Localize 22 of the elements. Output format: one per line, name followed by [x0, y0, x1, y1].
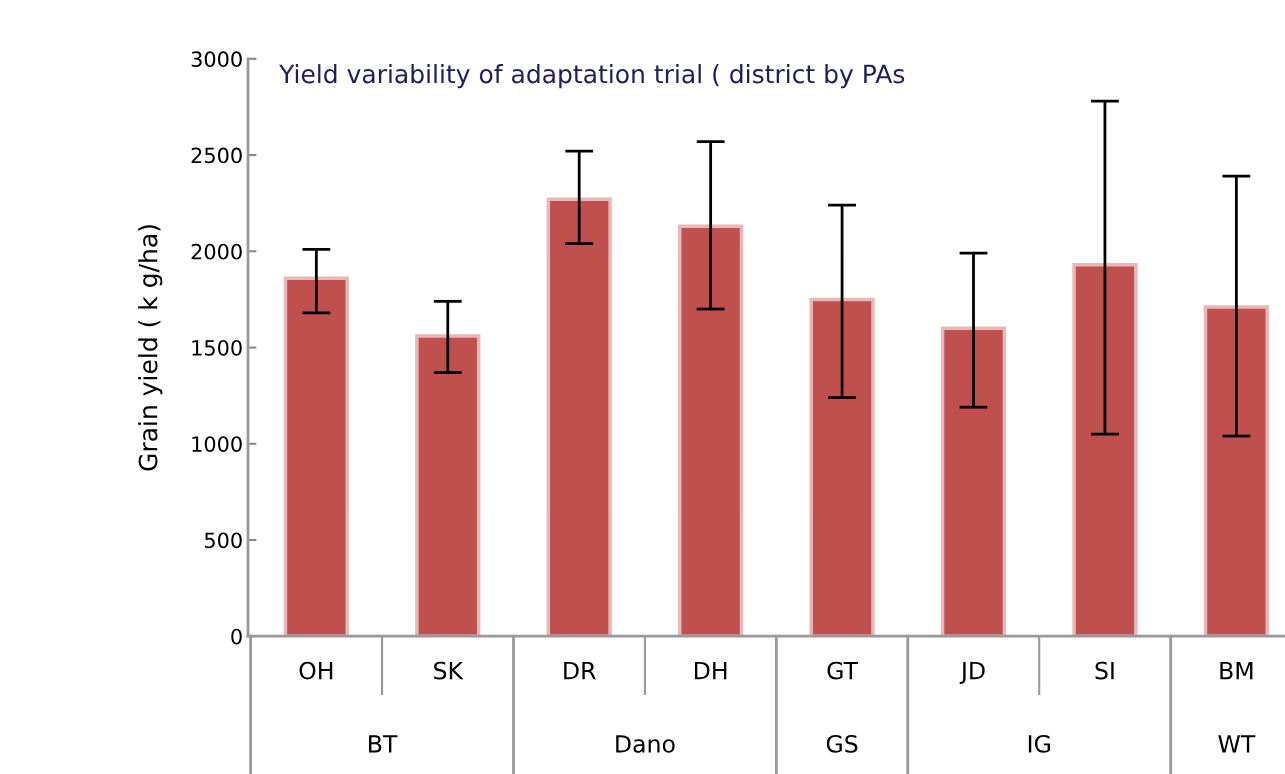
- y-tick-label: 3000: [191, 51, 242, 68]
- x-tick-label: GT: [827, 661, 859, 680]
- x-tick-label: SI: [1095, 661, 1114, 680]
- x-tick-label: DH: [694, 661, 727, 680]
- x-tick-label: JD: [959, 661, 985, 684]
- x-tick-label: OH: [299, 661, 333, 680]
- text: GS: [826, 734, 858, 753]
- x-tick-label: SK: [434, 661, 464, 680]
- y-tick-label: 1500: [192, 339, 242, 356]
- y-tick-label: 0: [231, 628, 242, 645]
- text: WT: [1218, 735, 1256, 753]
- y-tick-label: 2500: [191, 147, 242, 164]
- x-tick-label: DR: [564, 661, 596, 680]
- chart-title: Yield variability of adaptation trial ( district by PAs: [279, 64, 905, 89]
- x-tick-label: BM: [1220, 661, 1253, 680]
- text: BT: [369, 735, 398, 753]
- text: Dano: [616, 735, 675, 753]
- y-tick-label: 500: [204, 532, 242, 549]
- y-axis-title: Grain yield ( k g/ha): [138, 225, 163, 471]
- y-tick-label: 1000: [192, 436, 242, 452]
- text: IG: [1028, 734, 1050, 753]
- y-tick-label: 2000: [191, 243, 242, 260]
